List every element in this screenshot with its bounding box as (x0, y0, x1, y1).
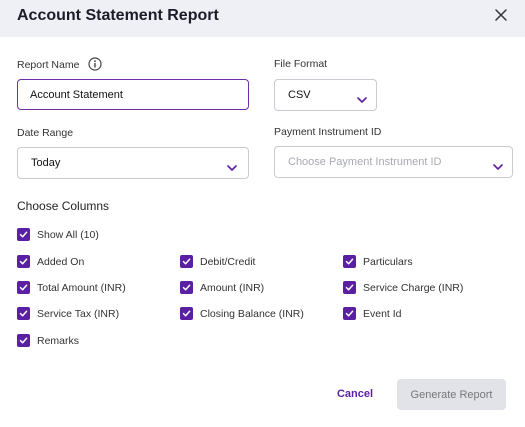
check-icon (180, 281, 193, 294)
checkbox-label: Added On (37, 255, 85, 268)
generate-report-button[interactable]: Generate Report (397, 379, 506, 410)
file-format-label: File Format (274, 58, 328, 70)
column-checkbox-total-amount[interactable]: Total Amount (INR) (17, 281, 126, 294)
chevron-down-icon (357, 91, 367, 103)
check-icon (17, 281, 30, 294)
column-checkbox-particulars[interactable]: Particulars (343, 255, 413, 268)
column-checkbox-debit-credit[interactable]: Debit/Credit (180, 255, 255, 268)
check-icon (17, 228, 30, 241)
check-icon (17, 334, 30, 347)
column-checkbox-remarks[interactable]: Remarks (17, 334, 79, 347)
checkbox-label: Service Tax (INR) (37, 307, 120, 320)
payment-instrument-select[interactable]: Choose Payment Instrument ID (274, 146, 513, 178)
checkbox-label: Closing Balance (INR) (200, 307, 304, 320)
column-checkbox-amount[interactable]: Amount (INR) (180, 281, 264, 294)
close-icon[interactable] (492, 6, 510, 24)
choose-columns-title: Choose Columns (17, 199, 110, 213)
checkbox-label: Event Id (363, 307, 402, 320)
check-icon (17, 307, 30, 320)
file-format-value: CSV (288, 89, 311, 101)
checkbox-label: Debit/Credit (200, 255, 256, 268)
show-all-checkbox[interactable]: Show All (10) (17, 228, 99, 241)
check-icon (180, 255, 193, 268)
checkbox-label: Service Charge (INR) (363, 281, 464, 294)
check-icon (343, 307, 356, 320)
date-range-select[interactable]: Today (17, 147, 249, 179)
checkbox-label: Amount (INR) (200, 281, 265, 294)
payment-instrument-label: Payment Instrument ID (274, 126, 382, 138)
column-checkbox-event-id[interactable]: Event Id (343, 307, 402, 320)
cancel-button[interactable]: Cancel (330, 380, 380, 408)
check-icon (180, 307, 193, 320)
report-name-input[interactable] (17, 79, 249, 110)
checkbox-label: Particulars (363, 255, 413, 268)
checkbox-label: Remarks (37, 334, 80, 347)
check-icon (17, 255, 30, 268)
payment-instrument-placeholder: Choose Payment Instrument ID (288, 156, 442, 168)
dialog-title: Account Statement Report (17, 7, 219, 24)
column-checkbox-closing-balance[interactable]: Closing Balance (INR) (180, 307, 304, 320)
report-name-label: Report Name (17, 59, 80, 71)
column-checkbox-service-tax[interactable]: Service Tax (INR) (17, 307, 119, 320)
checkbox-label: Total Amount (INR) (37, 281, 126, 294)
chevron-down-icon (493, 158, 503, 170)
info-icon[interactable] (88, 57, 102, 71)
date-range-value: Today (31, 157, 61, 169)
file-format-select[interactable]: CSV (274, 79, 377, 111)
checkbox-label: Show All (10) (37, 228, 99, 241)
date-range-label: Date Range (17, 127, 74, 139)
chevron-down-icon (227, 159, 237, 171)
column-checkbox-added-on[interactable]: Added On (17, 255, 84, 268)
column-checkbox-service-charge[interactable]: Service Charge (INR) (343, 281, 463, 294)
check-icon (343, 255, 356, 268)
check-icon (343, 281, 356, 294)
dialog-header: Account Statement Report (0, 0, 525, 37)
